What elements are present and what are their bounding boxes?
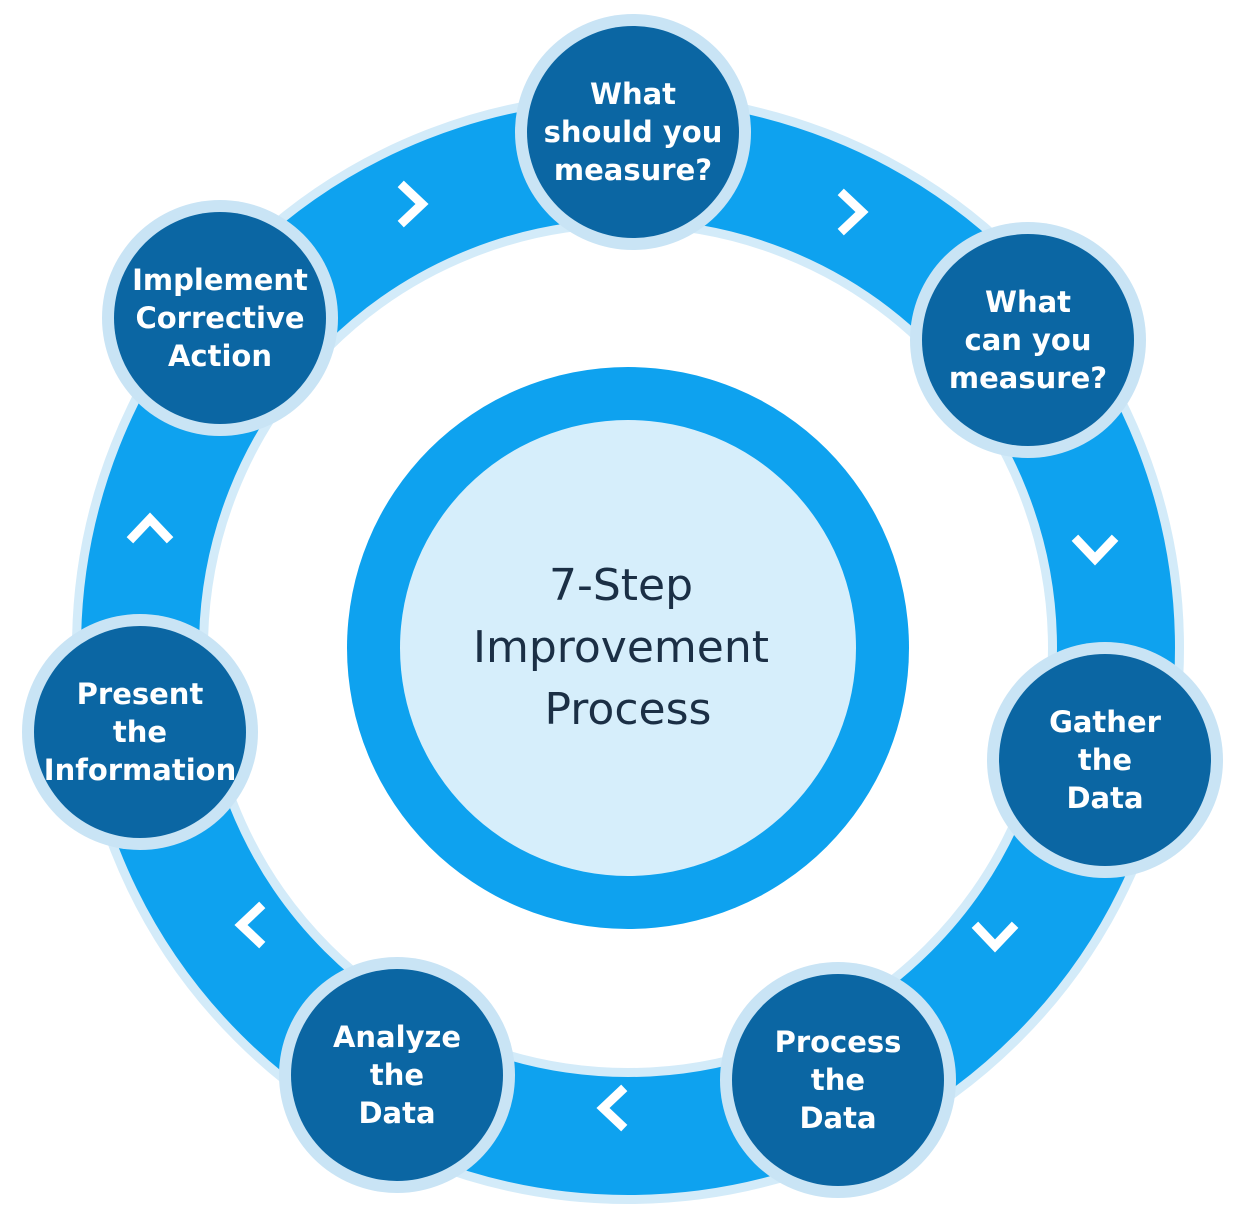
step-label-line: the (1078, 743, 1132, 777)
step-node-circle (114, 212, 326, 424)
step-label-line: measure? (949, 361, 1107, 395)
step-label: Process the Data (775, 1025, 902, 1135)
chevron-left-icon (596, 1084, 628, 1132)
step-label-line: the (370, 1058, 424, 1092)
step-node: Implement Corrective Action (102, 200, 338, 436)
step-label-line: Data (799, 1101, 876, 1135)
step-label: What can you measure? (949, 285, 1107, 395)
chevron-up-icon (126, 512, 174, 544)
step-label: Implement Corrective Action (132, 263, 308, 373)
step-label-line: the (811, 1063, 865, 1097)
step-node: Gather the Data (987, 642, 1223, 878)
step-node-circle (999, 654, 1211, 866)
step-label-line: What (985, 285, 1071, 319)
step-label-line: should you (544, 115, 723, 149)
center-title-line: Process (545, 684, 712, 735)
step-label-line: Implement (132, 263, 308, 297)
step-node-circle (34, 626, 246, 838)
step-node-circle (732, 974, 944, 1186)
step-label: Gather the Data (1049, 705, 1162, 815)
step-node: What can you measure? (910, 222, 1146, 458)
step-label-line: Corrective (135, 301, 304, 335)
step-label-line: Present (77, 677, 204, 711)
step-label-line: Action (168, 339, 272, 373)
center-title-line: 7-Step (549, 560, 693, 611)
step-label: What should you measure? (544, 77, 723, 187)
center-title-line: Improvement (473, 622, 769, 673)
step-label-line: can you (965, 323, 1092, 357)
center-circle (400, 420, 856, 876)
center-title: 7-Step Improvement Process (473, 560, 783, 735)
chevron-right-icon (837, 188, 869, 236)
chevron-down-icon (971, 921, 1019, 953)
step-node: Process the Data (720, 962, 956, 1198)
step-node-circle (922, 234, 1134, 446)
step-node: Present the Information (22, 614, 258, 850)
step-label-line: Analyze (333, 1020, 461, 1054)
step-node-circle (527, 26, 739, 238)
step-label: Analyze the Data (333, 1020, 461, 1130)
steps-layer: What should you measure? What can you measure… (22, 14, 1223, 1198)
chevron-right-icon (397, 180, 429, 228)
step-node-circle (291, 969, 503, 1181)
step-label-line: Gather (1049, 705, 1162, 739)
step-label-line: Information (44, 753, 236, 787)
step-label-line: What (590, 77, 676, 111)
step-label-line: Data (1066, 781, 1143, 815)
step-label-line: the (113, 715, 167, 749)
step-node: Analyze the Data (279, 957, 515, 1193)
step-label-line: Data (358, 1096, 435, 1130)
step-label-line: Process (775, 1025, 902, 1059)
step-node: What should you measure? (515, 14, 751, 250)
step-label: Present the Information (44, 677, 236, 787)
chevron-left-icon (234, 901, 266, 949)
chevron-down-icon (1071, 534, 1119, 566)
step-label-line: measure? (554, 153, 712, 187)
arrows-layer (126, 180, 1119, 1132)
